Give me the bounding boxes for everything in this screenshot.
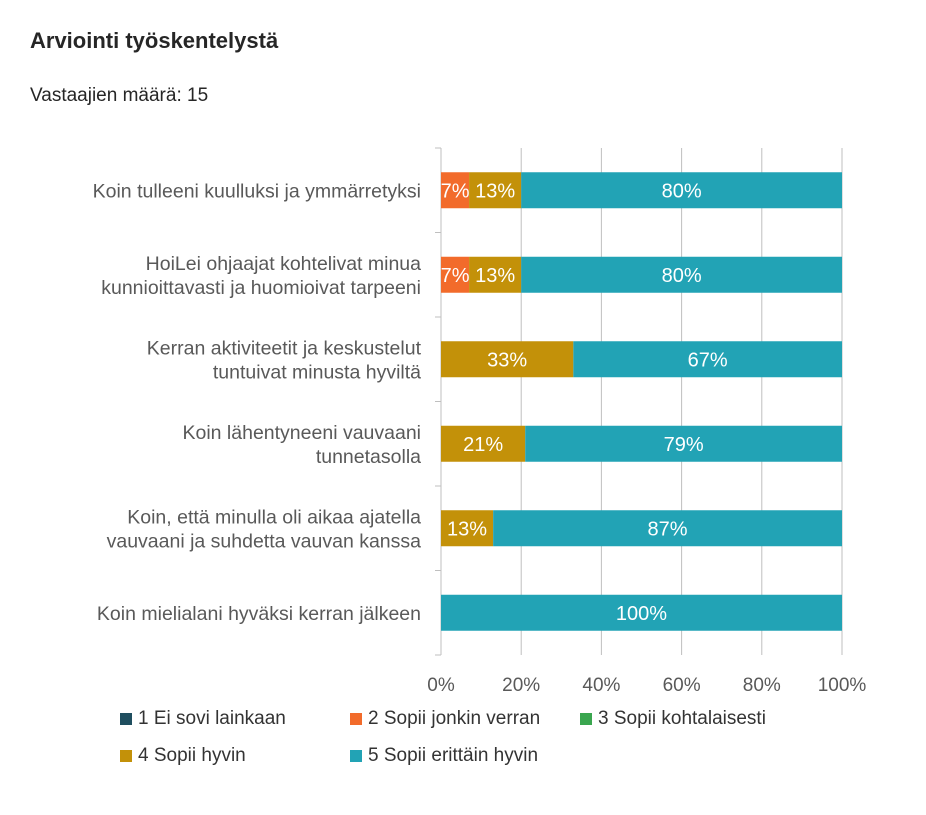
category-label: vauvaani ja suhdetta vauvan kanssa bbox=[107, 530, 422, 552]
data-label: 21% bbox=[463, 434, 503, 456]
data-label: 13% bbox=[475, 265, 515, 287]
legend-item: 3 Sopii kohtalaisesti bbox=[580, 708, 766, 730]
x-tick-label: 100% bbox=[818, 675, 867, 696]
legend-item: 1 Ei sovi lainkaan bbox=[120, 708, 286, 730]
category-label: kunnioittavasti ja huomioivat tarpeeni bbox=[101, 277, 421, 299]
category-label: Koin tulleeni kuulluksi ja ymmärretyksi bbox=[93, 180, 421, 202]
bar-segment bbox=[441, 172, 470, 209]
data-label: 100% bbox=[616, 603, 667, 625]
x-tick-label: 80% bbox=[743, 675, 781, 696]
bar-segment bbox=[525, 425, 842, 462]
category-label: tuntuivat minusta hyviltä bbox=[213, 361, 421, 383]
bar-segment bbox=[441, 341, 574, 378]
bar-segment bbox=[469, 172, 522, 209]
category-label: tunnetasolla bbox=[316, 446, 421, 468]
legend-label: 1 Ei sovi lainkaan bbox=[138, 708, 286, 729]
category-label: Koin, että minulla oli aikaa ajatella bbox=[127, 506, 421, 528]
data-label: 13% bbox=[475, 180, 515, 202]
data-label: 67% bbox=[688, 349, 728, 371]
x-tick-label: 0% bbox=[427, 675, 455, 696]
bar-segment bbox=[441, 256, 470, 293]
bar-segment bbox=[441, 510, 494, 547]
data-label: 7% bbox=[441, 180, 470, 202]
data-label: 87% bbox=[648, 518, 688, 540]
legend-swatch bbox=[120, 750, 132, 762]
legend-label: 3 Sopii kohtalaisesti bbox=[598, 708, 766, 729]
legend-swatch bbox=[120, 713, 132, 725]
legend-label: 4 Sopii hyvin bbox=[138, 745, 246, 766]
data-label: 79% bbox=[664, 434, 704, 456]
category-label: HoiLei ohjaajat kohtelivat minua bbox=[146, 253, 421, 275]
bar-segment bbox=[441, 425, 526, 462]
data-label: 7% bbox=[441, 265, 470, 287]
legend-swatch bbox=[580, 713, 592, 725]
legend-swatch bbox=[350, 750, 362, 762]
data-label: 13% bbox=[447, 518, 487, 540]
respondent-count: Vastaajien määrä: 15 bbox=[30, 85, 209, 106]
category-label: Koin lähentyneeni vauvaani bbox=[182, 422, 421, 444]
legend-item: 2 Sopii jonkin verran bbox=[350, 708, 540, 730]
bar-segment bbox=[573, 341, 842, 378]
chart-title: Arviointi työskentelystä bbox=[30, 28, 279, 53]
legend-item: 4 Sopii hyvin bbox=[120, 745, 246, 767]
bar-segment bbox=[469, 256, 522, 293]
data-label: 80% bbox=[662, 180, 702, 202]
bar-segment bbox=[493, 510, 842, 547]
bar-segment bbox=[521, 172, 842, 209]
legend-label: 2 Sopii jonkin verran bbox=[368, 708, 541, 729]
legend-swatch bbox=[350, 713, 362, 725]
data-label: 33% bbox=[487, 349, 527, 371]
x-tick-label: 20% bbox=[502, 675, 540, 696]
bar-segment bbox=[441, 594, 842, 631]
category-label: Kerran aktiviteetit ja keskustelut bbox=[147, 337, 422, 359]
x-tick-label: 60% bbox=[663, 675, 701, 696]
legend-label: 5 Sopii erittäin hyvin bbox=[368, 745, 539, 766]
legend-item: 5 Sopii erittäin hyvin bbox=[350, 745, 538, 767]
category-label: Koin mielialani hyväksi kerran jälkeen bbox=[97, 603, 421, 625]
bar-segment bbox=[521, 256, 842, 293]
x-tick-label: 40% bbox=[582, 675, 620, 696]
data-label: 80% bbox=[662, 265, 702, 287]
